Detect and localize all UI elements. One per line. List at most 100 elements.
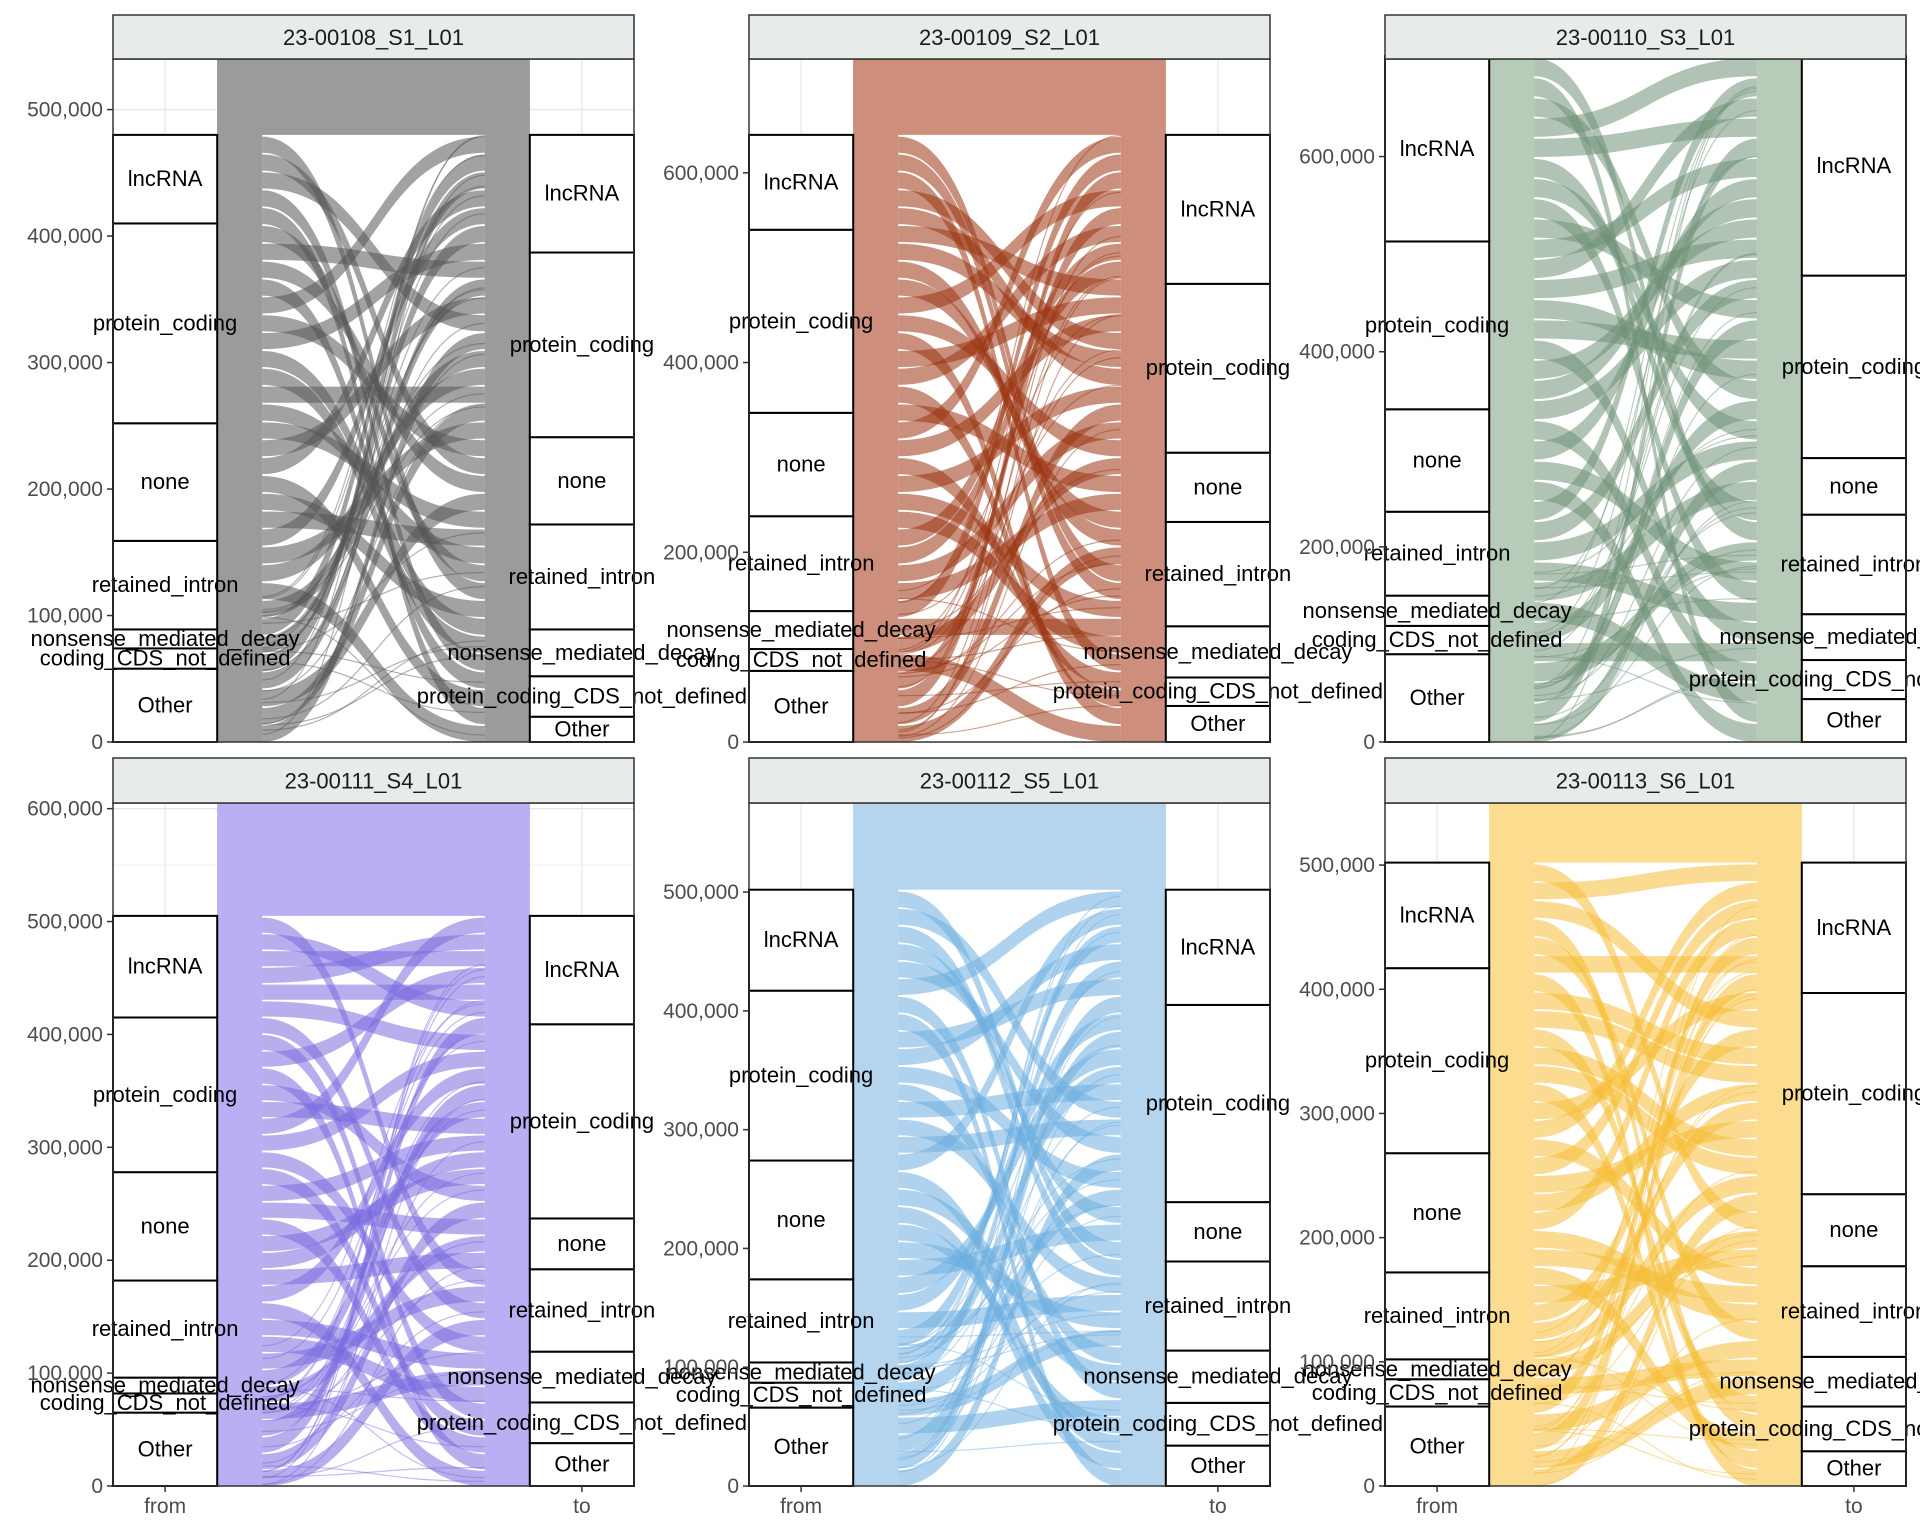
flow-stream <box>262 1465 485 1483</box>
flow-ribbon <box>1534 1176 1757 1358</box>
flow-stream <box>1534 905 1757 1475</box>
flow-stream <box>1534 989 1757 1375</box>
flow-ribbon <box>1534 320 1757 702</box>
stratum-label-other: Other <box>138 1436 193 1461</box>
flow-stream <box>262 1189 485 1398</box>
y-axis: 0 200,000 400,000 600,000 <box>1299 146 1385 754</box>
flow-ribbon <box>898 243 1121 368</box>
flow-ribbon <box>898 1031 1121 1451</box>
flow-stream <box>1534 1371 1757 1463</box>
stratum-box-lncrna <box>1800 861 1908 994</box>
flow-stream <box>898 468 1121 631</box>
stratum-label-other: Other <box>554 716 609 741</box>
flow-stream <box>1534 90 1757 604</box>
flow-stream <box>898 1440 1121 1453</box>
flow-stream <box>262 1240 485 1422</box>
flow-stream <box>262 297 485 617</box>
stratum-box-protein-coding <box>1384 240 1491 411</box>
flow-ribbon <box>898 261 1121 546</box>
strata-to: Other protein_coding_CDS_not_defined nonse… <box>1689 861 1920 1488</box>
flow-stream <box>262 969 485 1472</box>
stratum-label-other: Other <box>774 1434 829 1459</box>
stratum-label-none: none <box>1193 474 1242 499</box>
stratum-label-lncrna: lncRNA <box>764 927 839 952</box>
flow-stream <box>898 1291 1121 1392</box>
x-tick-label-from: from <box>780 1495 822 1518</box>
flow-ribbon <box>898 511 1121 653</box>
flow-stream <box>1534 1234 1757 1405</box>
flow-stream <box>1534 1402 1757 1480</box>
stratum-label-other: Other <box>1826 708 1881 733</box>
flow-ribbon <box>1534 1377 1757 1468</box>
flow-stream <box>262 185 485 599</box>
y-tick-label: 400,000 <box>1299 978 1375 1001</box>
flow-ribbon <box>1534 602 1757 702</box>
facet-strip <box>748 757 1271 804</box>
flow-ribbon <box>262 261 485 493</box>
flow-stream <box>898 598 1121 652</box>
facet-strip-title: 23-00112_S5_L01 <box>920 769 1099 794</box>
stratum-box-retained-intron <box>748 1278 855 1364</box>
flow-ribbon <box>1534 919 1757 1431</box>
stratum-box-lncrna <box>748 133 855 231</box>
stratum-label-nonsense-mediated-decay: nonsense_mediated_decay <box>31 626 300 651</box>
flow-stream <box>262 571 485 624</box>
stratum-box-lncrna <box>1164 888 1272 1006</box>
flow-stream <box>898 1331 1121 1412</box>
flow-stream <box>262 1000 485 1400</box>
flow-ribbon <box>262 172 485 332</box>
flow-stream <box>262 342 485 613</box>
flow-ribbon <box>262 951 485 967</box>
y-tick-label: 200,000 <box>1299 1227 1375 1250</box>
band-top <box>853 803 1166 890</box>
y-axis: 0 100,000 200,000 300,000 400,000 500,000 <box>27 99 113 754</box>
flow-stream <box>262 1040 485 1360</box>
flow-stream <box>262 195 485 656</box>
y-tick-label: 0 <box>1363 1475 1375 1498</box>
stratum-box-protein-coding-cds-not-defined <box>528 1401 635 1445</box>
flow-stream <box>1534 311 1757 690</box>
flow-ribbon <box>898 926 1121 1276</box>
flow-ribbon <box>262 1102 485 1386</box>
stratum-label-lncrna: lncRNA <box>128 954 203 979</box>
stratum-box-none <box>1800 1193 1908 1268</box>
stratum-box-lncrna <box>528 133 635 254</box>
flow-ribbon <box>1534 992 1757 1120</box>
flow-stream <box>1534 647 1757 701</box>
flow-stream <box>262 532 485 650</box>
stratum-label-protein-coding: protein_coding <box>1365 312 1509 337</box>
flow-stream <box>1534 1318 1757 1468</box>
facet-panel-4: Othercoding_CDS_not_definednonsense_medi… <box>27 757 747 1518</box>
flow-ribbon <box>262 1018 485 1319</box>
flow-stream <box>262 1081 485 1411</box>
flow-ribbon <box>1534 1084 1757 1468</box>
flow-ribbon <box>1534 974 1757 1486</box>
stratum-box-nonsense-mediated-decay <box>1800 1355 1908 1408</box>
flow-ribbon <box>898 172 1121 671</box>
y-tick-label: 500,000 <box>27 911 103 934</box>
flow-ribbon <box>262 475 485 707</box>
flow-ribbon <box>1534 864 1757 900</box>
flow-stream <box>898 588 1121 714</box>
facet-strip <box>112 757 635 804</box>
stratum-label-none: none <box>141 1213 190 1238</box>
flow-stream <box>262 1109 485 1414</box>
flow-ribbon <box>262 333 485 742</box>
flow-stream <box>262 1011 485 1401</box>
stratum-label-nonsense-mediated-decay: nonsense_mediated_decay <box>447 640 716 665</box>
stratum-box-lncrna <box>1384 861 1491 970</box>
y-axis: 0 100,000 200,000 300,000 400,000 500,000 600,… <box>27 798 113 1498</box>
flow-stream <box>1534 1371 1757 1390</box>
flow-stream <box>262 1311 485 1448</box>
strata-from: Other coding_CDS_not_defined nonsense_medi… <box>1303 55 1572 744</box>
flow-ribbon <box>898 1119 1121 1294</box>
y-tick-label: 600,000 <box>663 162 739 185</box>
flow-stream <box>898 913 1121 1440</box>
y-tick-label: 0 <box>727 731 739 754</box>
stratum-label-other: Other <box>1826 1456 1881 1481</box>
flow-stream <box>262 1279 485 1414</box>
flow-ribbon <box>1534 421 1757 682</box>
y-tick-label: 400,000 <box>27 225 103 248</box>
stratum-label-protein-coding: protein_coding <box>1146 355 1290 380</box>
